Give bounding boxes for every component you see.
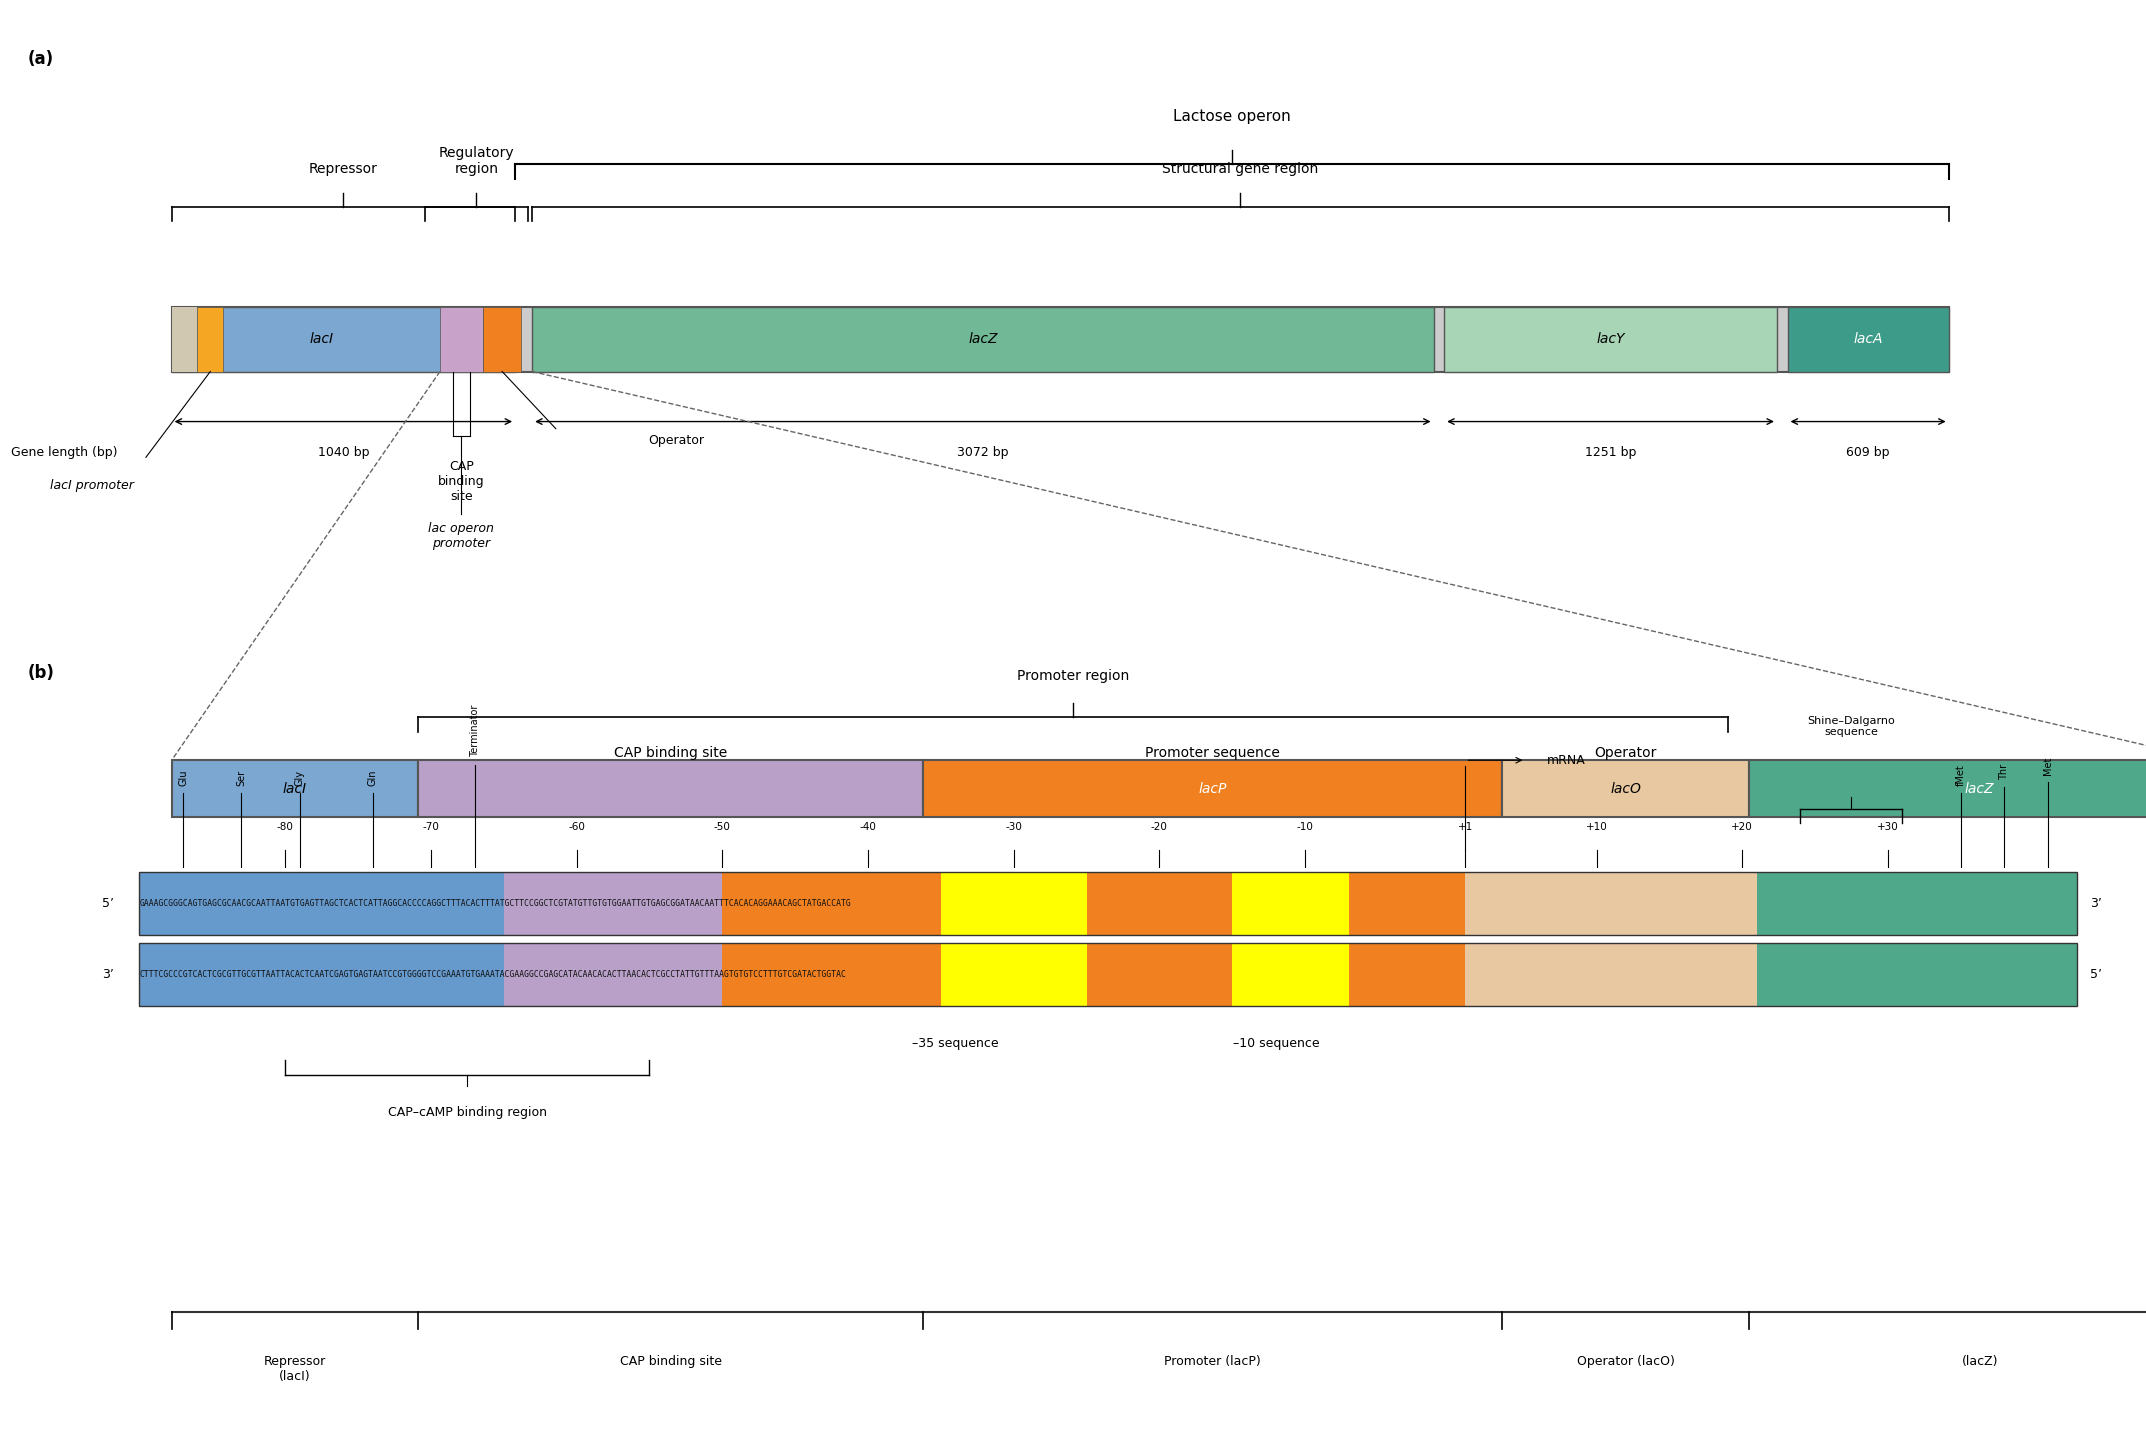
Text: Gly: Gly bbox=[294, 770, 305, 786]
Text: Met: Met bbox=[2043, 756, 2054, 775]
Text: -50: -50 bbox=[715, 822, 732, 832]
Text: lacP: lacP bbox=[1197, 782, 1228, 796]
Text: CAP binding site: CAP binding site bbox=[620, 1355, 721, 1368]
Text: lacZ: lacZ bbox=[968, 333, 998, 346]
Text: lacZ: lacZ bbox=[1966, 782, 1994, 796]
Text: Lactose operon: Lactose operon bbox=[1174, 110, 1290, 124]
Text: lacI promoter: lacI promoter bbox=[49, 479, 135, 492]
Text: Structural gene region: Structural gene region bbox=[1163, 161, 1318, 176]
Bar bbox=[172, 307, 515, 372]
Bar bbox=[1444, 307, 1777, 372]
Text: Promoter (lacP): Promoter (lacP) bbox=[1163, 1355, 1262, 1368]
Text: lacY: lacY bbox=[1597, 333, 1625, 346]
Bar bbox=[1086, 943, 1232, 1006]
Text: (lacZ): (lacZ) bbox=[1961, 1355, 1998, 1368]
Text: Gene length (bp): Gene length (bp) bbox=[11, 446, 118, 459]
Text: fMet: fMet bbox=[1955, 765, 1966, 786]
Bar bbox=[139, 872, 2077, 935]
Text: Thr: Thr bbox=[2000, 765, 2009, 780]
Text: +20: +20 bbox=[1732, 822, 1753, 832]
Bar bbox=[1466, 872, 1758, 935]
Text: –10 sequence: –10 sequence bbox=[1232, 1037, 1320, 1050]
Bar bbox=[1086, 872, 1232, 935]
Bar bbox=[139, 872, 504, 935]
Bar bbox=[1758, 872, 2077, 935]
Text: Gln: Gln bbox=[367, 769, 378, 786]
Text: CAP–cAMP binding region: CAP–cAMP binding region bbox=[388, 1106, 547, 1119]
Text: mRNA: mRNA bbox=[1547, 753, 1586, 767]
Text: 1251 bp: 1251 bp bbox=[1586, 446, 1635, 459]
Text: Shine–Dalgarno
sequence: Shine–Dalgarno sequence bbox=[1807, 716, 1895, 737]
Text: CTTTCGCCCGTCACTCGCGTTGCGTTAATTACACTCAATCGAGTGAGTAATCCGTGGGGTCCGAAATGTGAAATACGAAG: CTTTCGCCCGTCACTCGCGTTGCGTTAATTACACTCAATC… bbox=[139, 970, 846, 979]
Text: Terminator: Terminator bbox=[470, 704, 479, 757]
Text: (b): (b) bbox=[28, 664, 56, 683]
Bar bbox=[1788, 307, 1949, 372]
Bar bbox=[723, 872, 940, 935]
Text: +30: +30 bbox=[1878, 822, 1899, 832]
Text: Operator (lacO): Operator (lacO) bbox=[1577, 1355, 1674, 1368]
Text: CAP
binding
site: CAP binding site bbox=[438, 460, 485, 503]
Bar bbox=[139, 943, 2077, 1006]
Bar bbox=[1350, 872, 1466, 935]
Text: 1040 bp: 1040 bp bbox=[318, 446, 369, 459]
Text: 3’: 3’ bbox=[101, 967, 114, 982]
Bar bbox=[172, 307, 197, 372]
Text: 5’: 5’ bbox=[101, 896, 114, 910]
Bar bbox=[532, 307, 1434, 372]
Bar bbox=[504, 943, 723, 1006]
Text: GAAAGCGGGCAGTGAGCGCAACGCAATTAATGTGAGTTAGCTCACTCATTAGGCACCCCAGGCTTTACACTTTATGCTTC: GAAAGCGGGCAGTGAGCGCAACGCAATTAATGTGAGTTAG… bbox=[139, 899, 852, 907]
Text: Glu: Glu bbox=[178, 769, 189, 786]
Bar bbox=[172, 307, 1949, 372]
Text: Repressor: Repressor bbox=[309, 161, 378, 176]
Text: -30: -30 bbox=[1004, 822, 1021, 832]
Text: +1: +1 bbox=[1457, 822, 1472, 832]
Bar bbox=[418, 760, 923, 817]
Text: -10: -10 bbox=[1296, 822, 1313, 832]
Bar bbox=[440, 307, 483, 372]
Text: 3072 bp: 3072 bp bbox=[957, 446, 1009, 459]
Text: 609 bp: 609 bp bbox=[1846, 446, 1891, 459]
Text: Operator: Operator bbox=[648, 433, 704, 447]
Text: -80: -80 bbox=[277, 822, 294, 832]
Bar bbox=[1232, 943, 1350, 1006]
Bar bbox=[723, 943, 940, 1006]
Text: Regulatory
region: Regulatory region bbox=[438, 146, 515, 176]
Bar bbox=[940, 872, 1086, 935]
Bar bbox=[1466, 943, 1758, 1006]
Text: 5’: 5’ bbox=[2090, 967, 2103, 982]
Text: 3’: 3’ bbox=[2090, 896, 2103, 910]
Text: -60: -60 bbox=[569, 822, 586, 832]
Text: lac operon
promoter: lac operon promoter bbox=[429, 522, 494, 550]
Text: -70: -70 bbox=[423, 822, 440, 832]
Bar bbox=[483, 307, 521, 372]
Text: –35 sequence: –35 sequence bbox=[912, 1037, 998, 1050]
Bar bbox=[139, 943, 504, 1006]
Text: Ser: Ser bbox=[236, 770, 247, 786]
Text: -20: -20 bbox=[1150, 822, 1167, 832]
Text: lacO: lacO bbox=[1610, 782, 1642, 796]
Bar bbox=[197, 307, 223, 372]
Bar bbox=[923, 760, 1502, 817]
Bar bbox=[172, 760, 418, 817]
Bar bbox=[940, 943, 1086, 1006]
Text: -40: -40 bbox=[861, 822, 876, 832]
Bar bbox=[1350, 943, 1466, 1006]
Bar bbox=[504, 872, 723, 935]
Text: Operator: Operator bbox=[1594, 746, 1657, 760]
Text: Repressor
(lacI): Repressor (lacI) bbox=[264, 1355, 326, 1383]
Bar bbox=[1749, 760, 2146, 817]
Text: (a): (a) bbox=[28, 50, 54, 69]
Text: Promoter region: Promoter region bbox=[1017, 669, 1129, 683]
Text: CAP binding site: CAP binding site bbox=[614, 746, 727, 760]
Text: +10: +10 bbox=[1586, 822, 1607, 832]
Bar bbox=[1758, 943, 2077, 1006]
Text: Promoter sequence: Promoter sequence bbox=[1146, 746, 1279, 760]
Text: lacI: lacI bbox=[309, 333, 335, 346]
Text: lacI: lacI bbox=[283, 782, 307, 796]
Bar bbox=[1232, 872, 1350, 935]
Bar bbox=[1502, 760, 1749, 817]
Text: lacA: lacA bbox=[1854, 333, 1882, 346]
